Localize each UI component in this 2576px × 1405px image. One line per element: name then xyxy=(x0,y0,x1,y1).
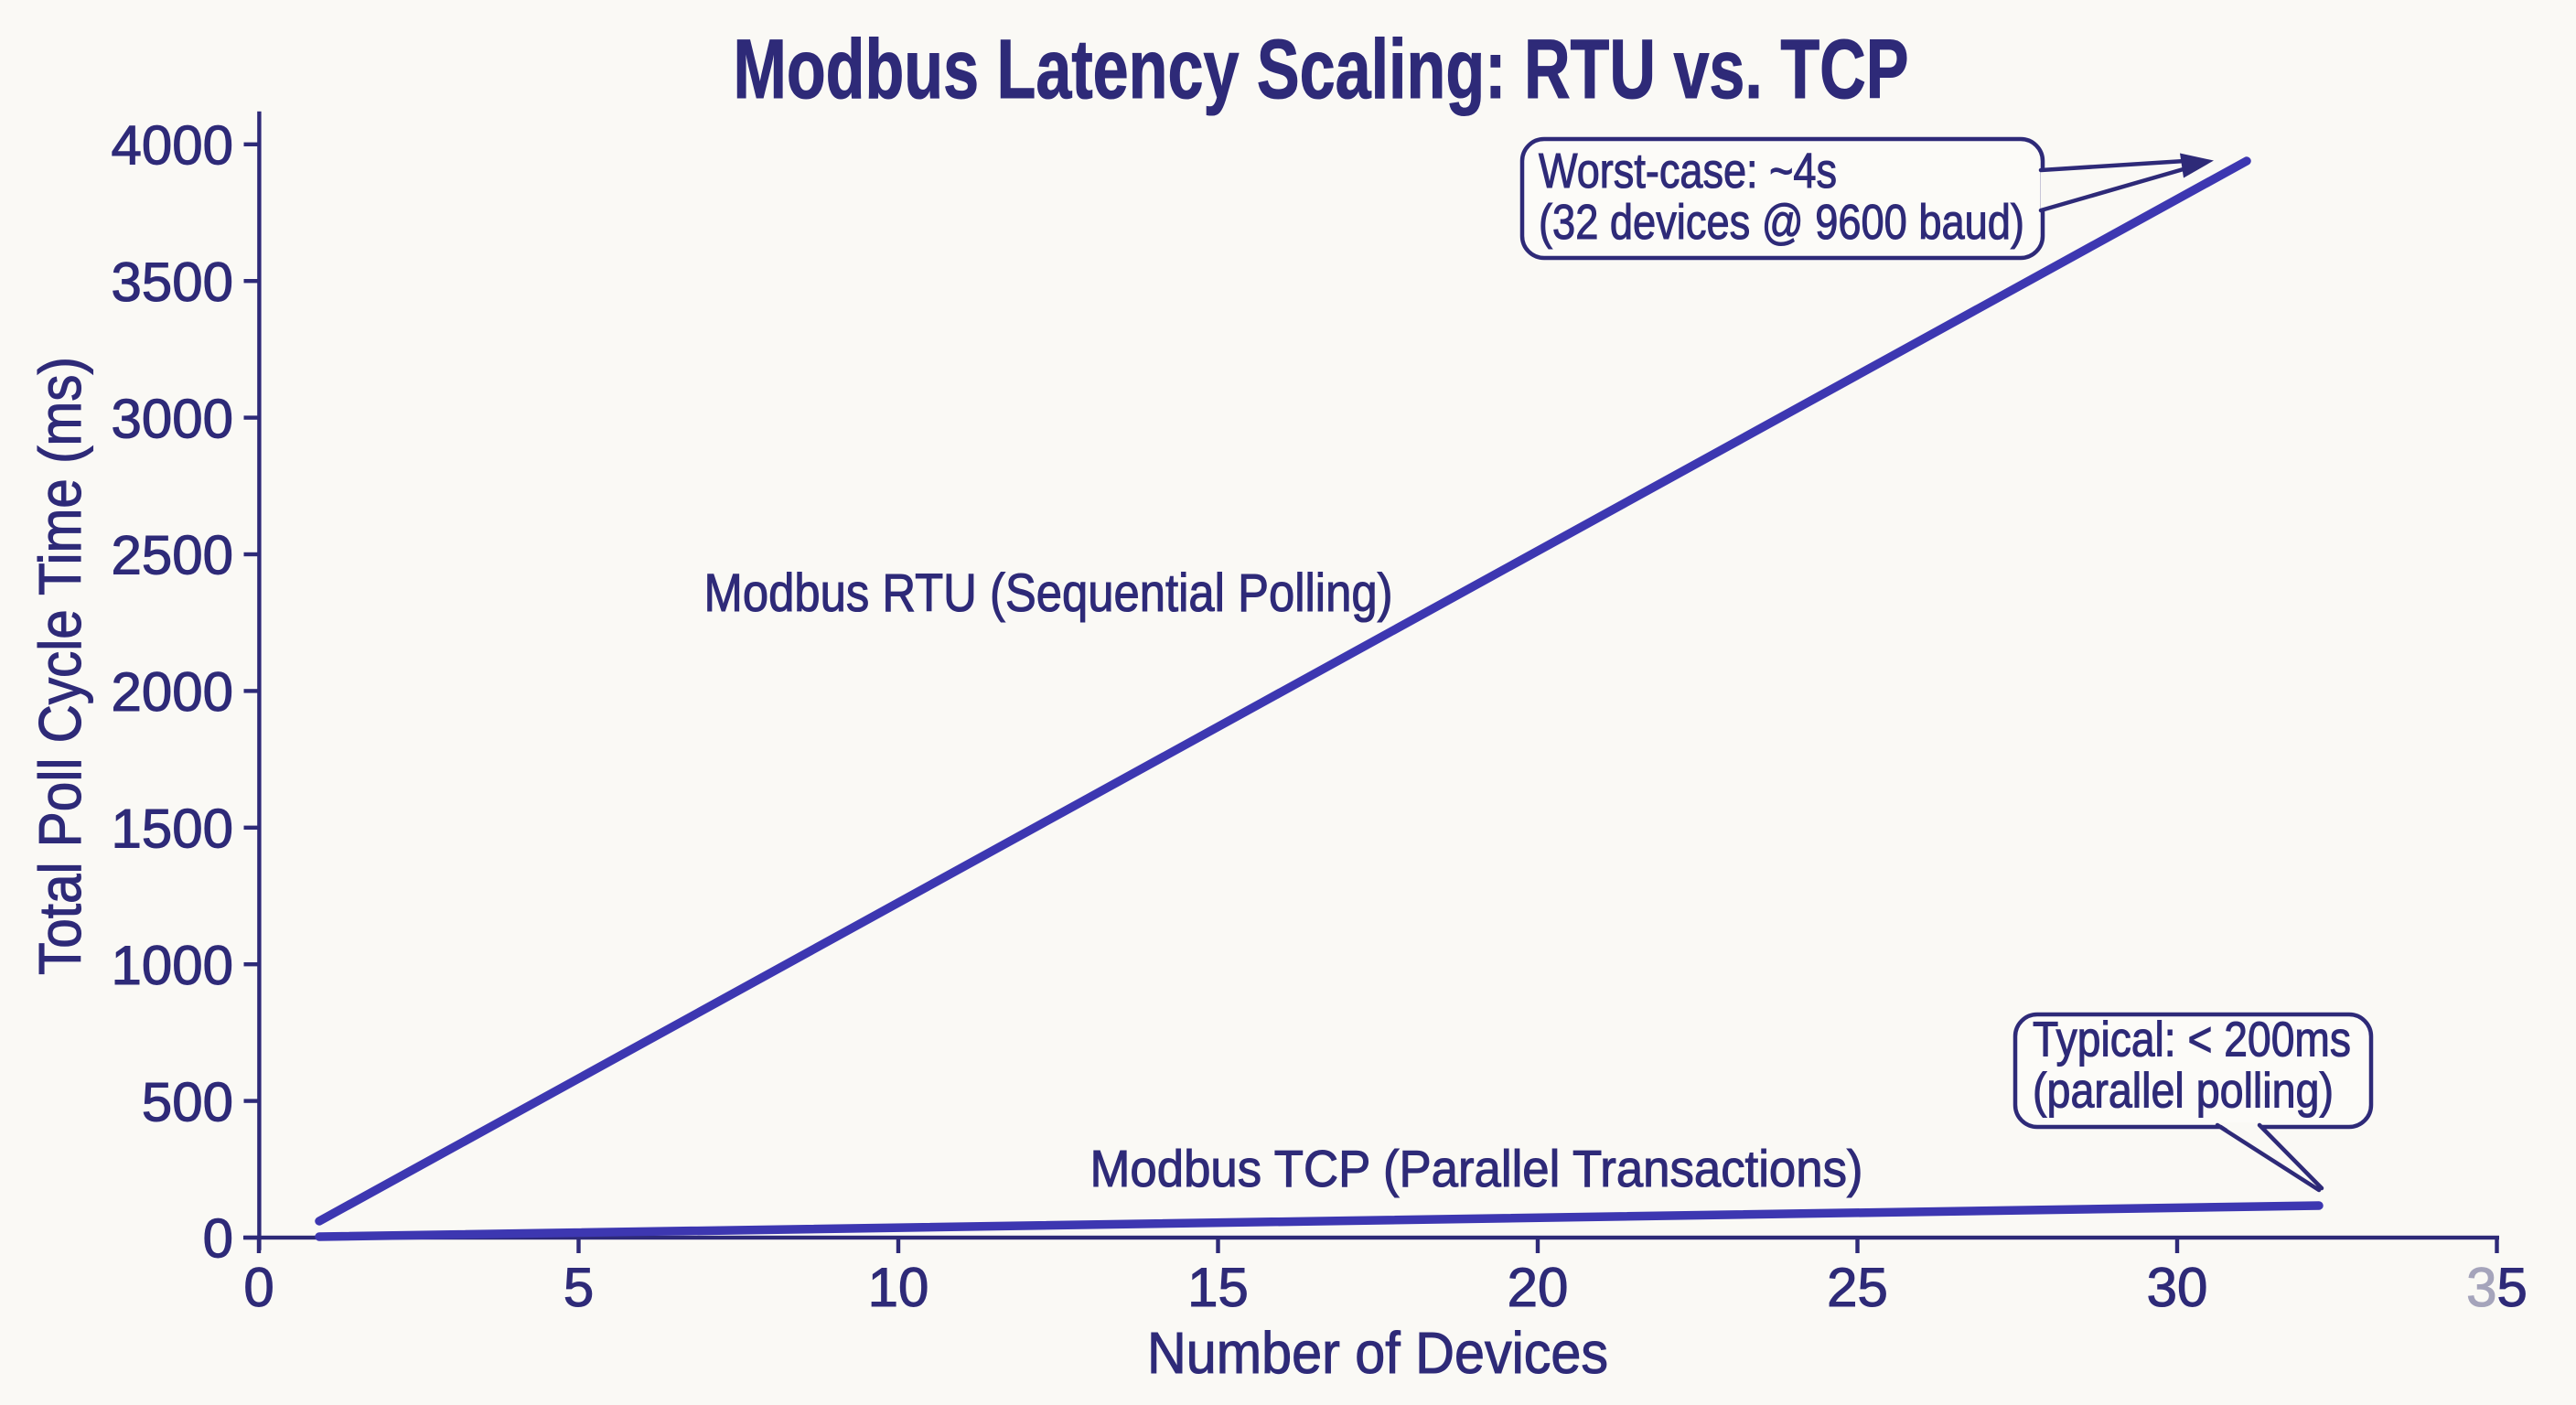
svg-text:Modbus RTU (Sequential Polling: Modbus RTU (Sequential Polling) xyxy=(704,563,1393,623)
svg-text:Typical: < 200ms: Typical: < 200ms xyxy=(2033,1013,2351,1067)
svg-text:(parallel polling): (parallel polling) xyxy=(2033,1064,2334,1119)
svg-text:10: 10 xyxy=(868,1257,929,1318)
svg-text:Total Poll Cycle Time (ms): Total Poll Cycle Time (ms) xyxy=(27,357,93,975)
svg-text:2000: 2000 xyxy=(112,661,233,723)
svg-text:30: 30 xyxy=(2147,1257,2208,1318)
svg-text:25: 25 xyxy=(1827,1257,1888,1318)
svg-text:4000: 4000 xyxy=(112,115,233,177)
svg-text:3000: 3000 xyxy=(112,388,233,449)
svg-text:(32 devices @ 9600 baud): (32 devices @ 9600 baud) xyxy=(1539,195,2024,250)
svg-text:15: 15 xyxy=(1187,1257,1249,1318)
svg-text:Number of Devices: Number of Devices xyxy=(1147,1320,1608,1386)
svg-text:0: 0 xyxy=(243,1257,274,1318)
svg-text:Worst-case: ~4s: Worst-case: ~4s xyxy=(1539,144,1837,198)
svg-text:2500: 2500 xyxy=(112,525,233,586)
svg-text:5: 5 xyxy=(564,1257,594,1318)
svg-text:1000: 1000 xyxy=(112,935,233,996)
svg-text:1500: 1500 xyxy=(112,799,233,860)
svg-text:Modbus Latency Scaling: RTU vs: Modbus Latency Scaling: RTU vs. TCP xyxy=(734,23,1909,116)
svg-text:500: 500 xyxy=(142,1071,233,1132)
svg-text:Modbus TCP (Parallel Transacti: Modbus TCP (Parallel Transactions) xyxy=(1090,1140,1863,1198)
svg-text:35: 35 xyxy=(2466,1257,2528,1318)
svg-text:3500: 3500 xyxy=(112,252,233,313)
svg-text:20: 20 xyxy=(1508,1257,1569,1318)
svg-text:0: 0 xyxy=(203,1208,233,1270)
